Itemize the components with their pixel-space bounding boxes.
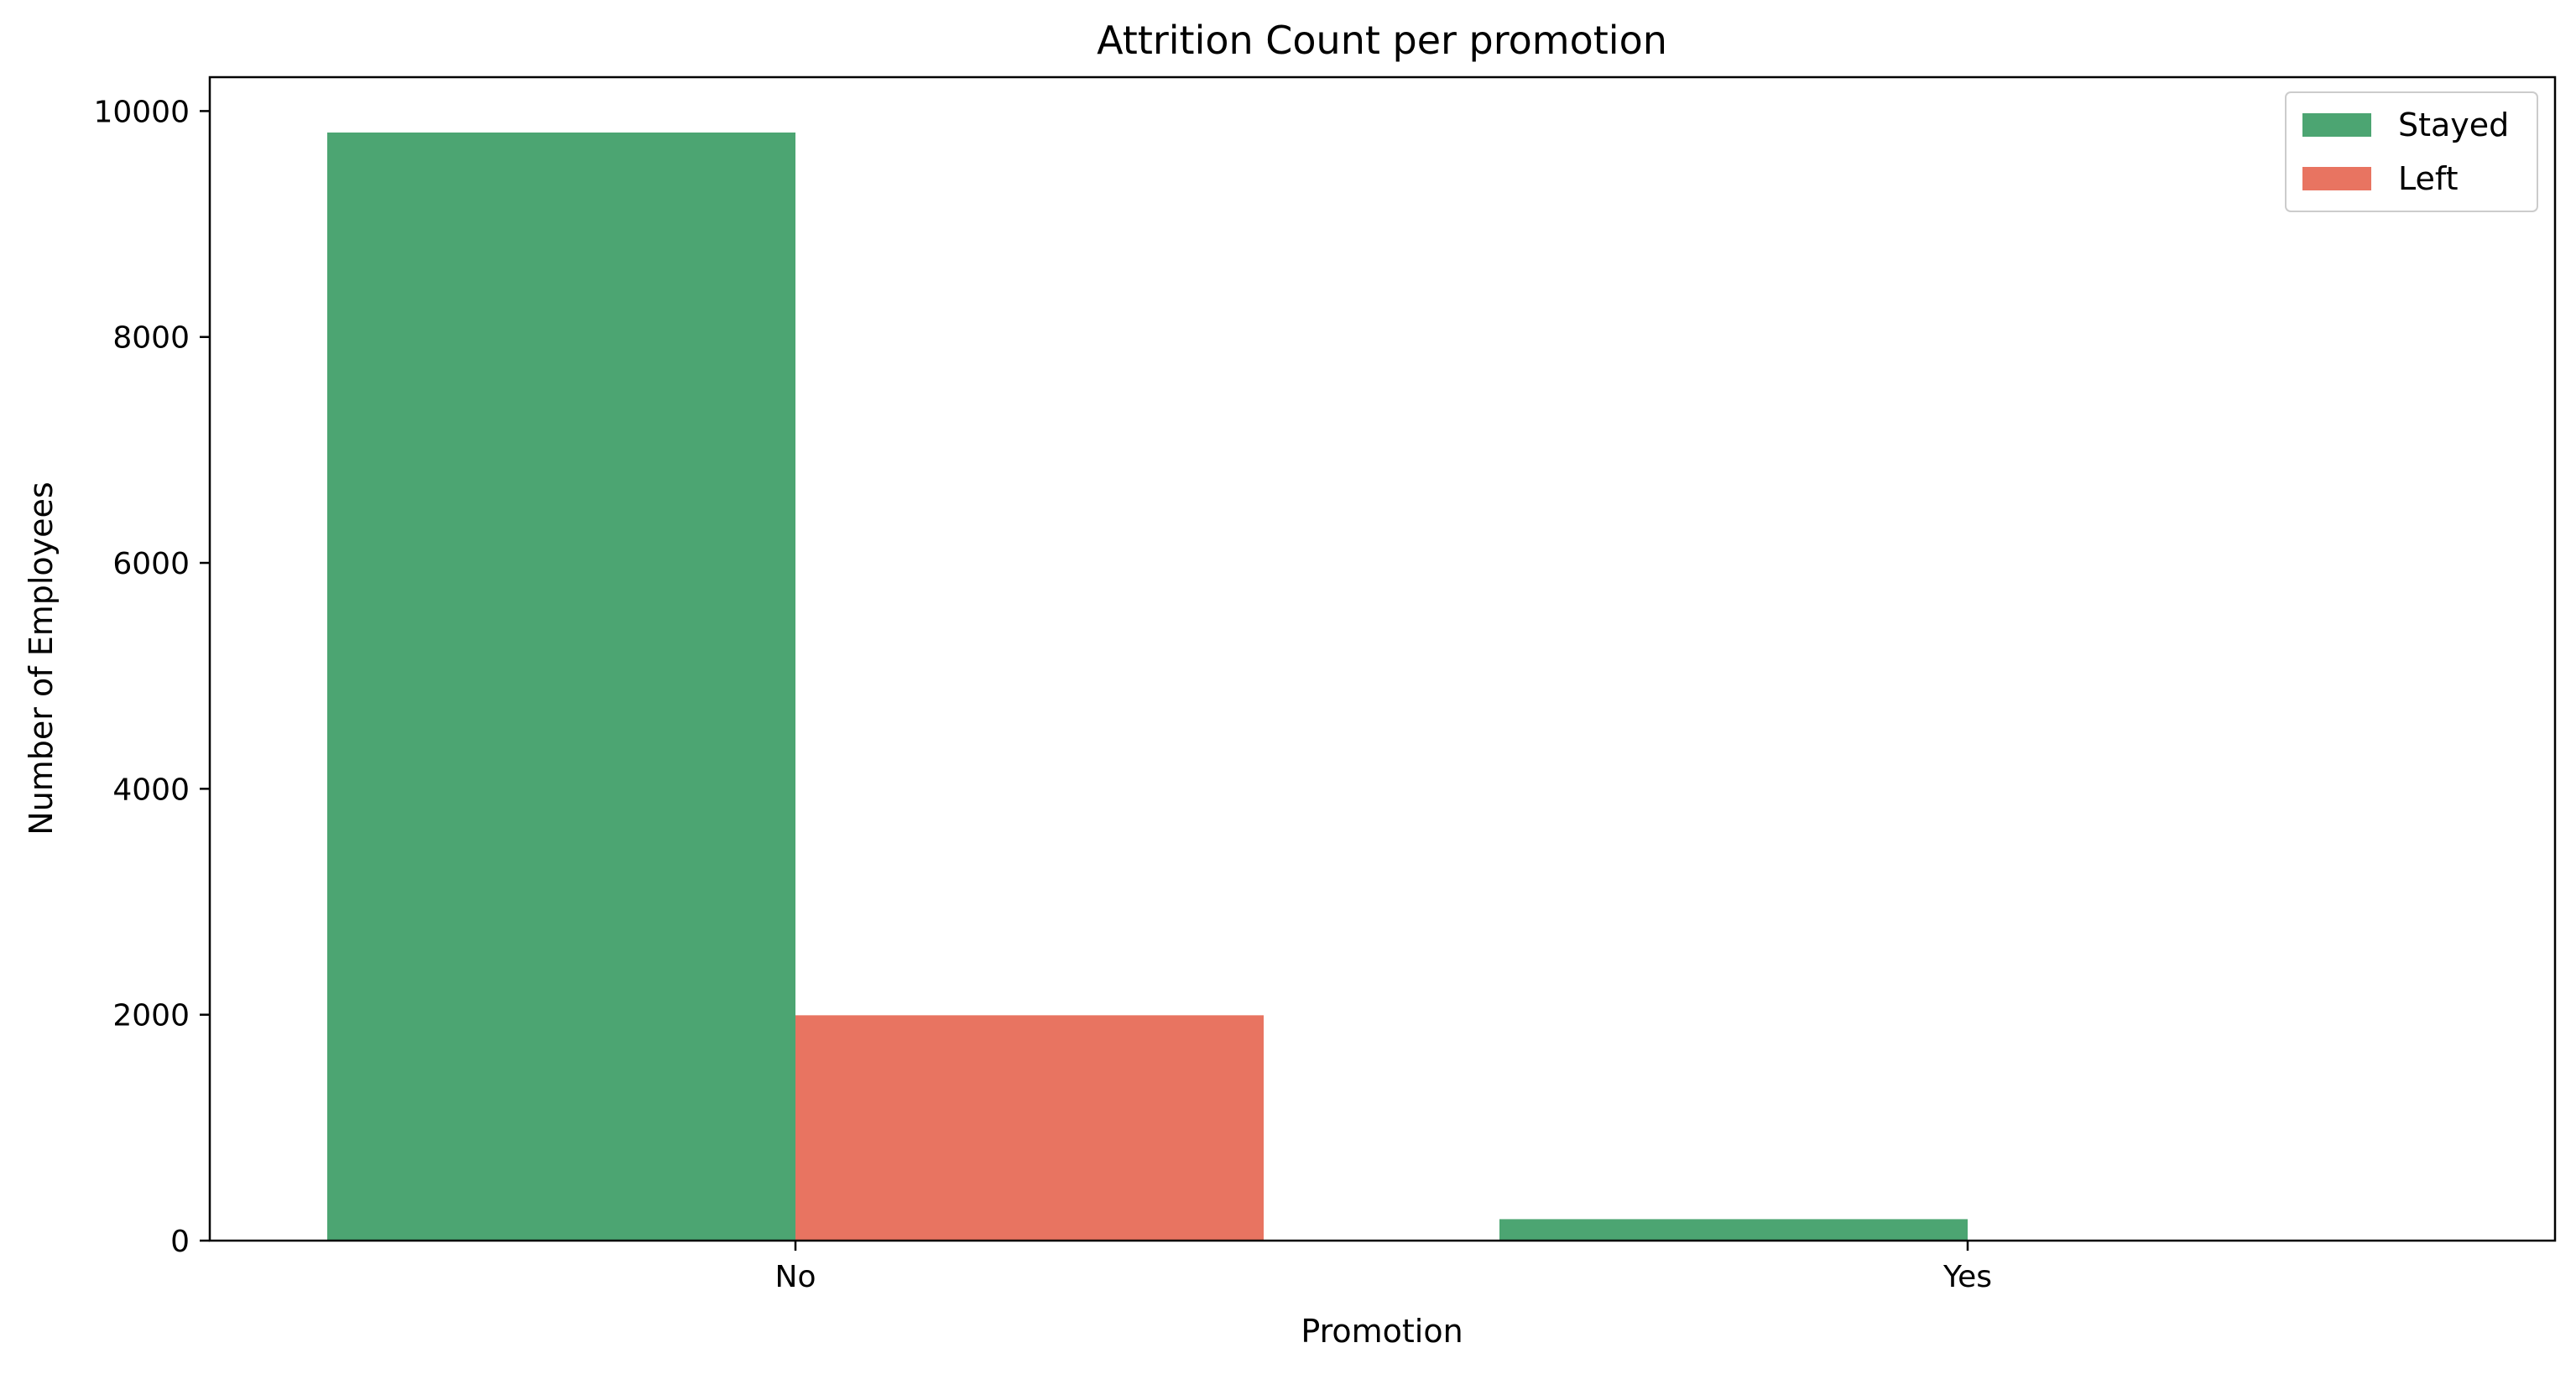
legend-swatch-stayed xyxy=(2302,113,2371,137)
x-tick-label-no: No xyxy=(775,1260,816,1294)
y-tick-label: 6000 xyxy=(112,547,190,581)
plot-area-frame xyxy=(208,75,2557,1242)
bars-group xyxy=(327,132,1968,1241)
legend-label-left: Left xyxy=(2398,160,2459,197)
chart-title: Attrition Count per promotion xyxy=(1097,18,1667,63)
y-tick-label: 10000 xyxy=(93,95,190,129)
y-axis-ticks: 0 2000 4000 6000 8000 10000 xyxy=(93,95,210,1259)
legend-swatch-left xyxy=(2302,167,2371,190)
y-axis-title: Number of Employees xyxy=(23,481,60,835)
bar-stayed-yes xyxy=(1499,1219,1968,1241)
y-tick-label: 4000 xyxy=(112,773,190,807)
x-axis-title: Promotion xyxy=(1301,1313,1463,1350)
y-tick-label: 2000 xyxy=(112,999,190,1033)
bar-left-no xyxy=(795,1015,1264,1241)
x-axis-ticks: No Yes xyxy=(775,1241,1992,1294)
x-tick-label-yes: Yes xyxy=(1942,1260,1992,1294)
y-tick-label: 8000 xyxy=(112,321,190,356)
bar-stayed-no xyxy=(327,132,795,1241)
legend-label-stayed: Stayed xyxy=(2398,107,2509,143)
legend: Stayed Left xyxy=(2285,91,2538,212)
y-tick-label: 0 xyxy=(170,1225,190,1259)
